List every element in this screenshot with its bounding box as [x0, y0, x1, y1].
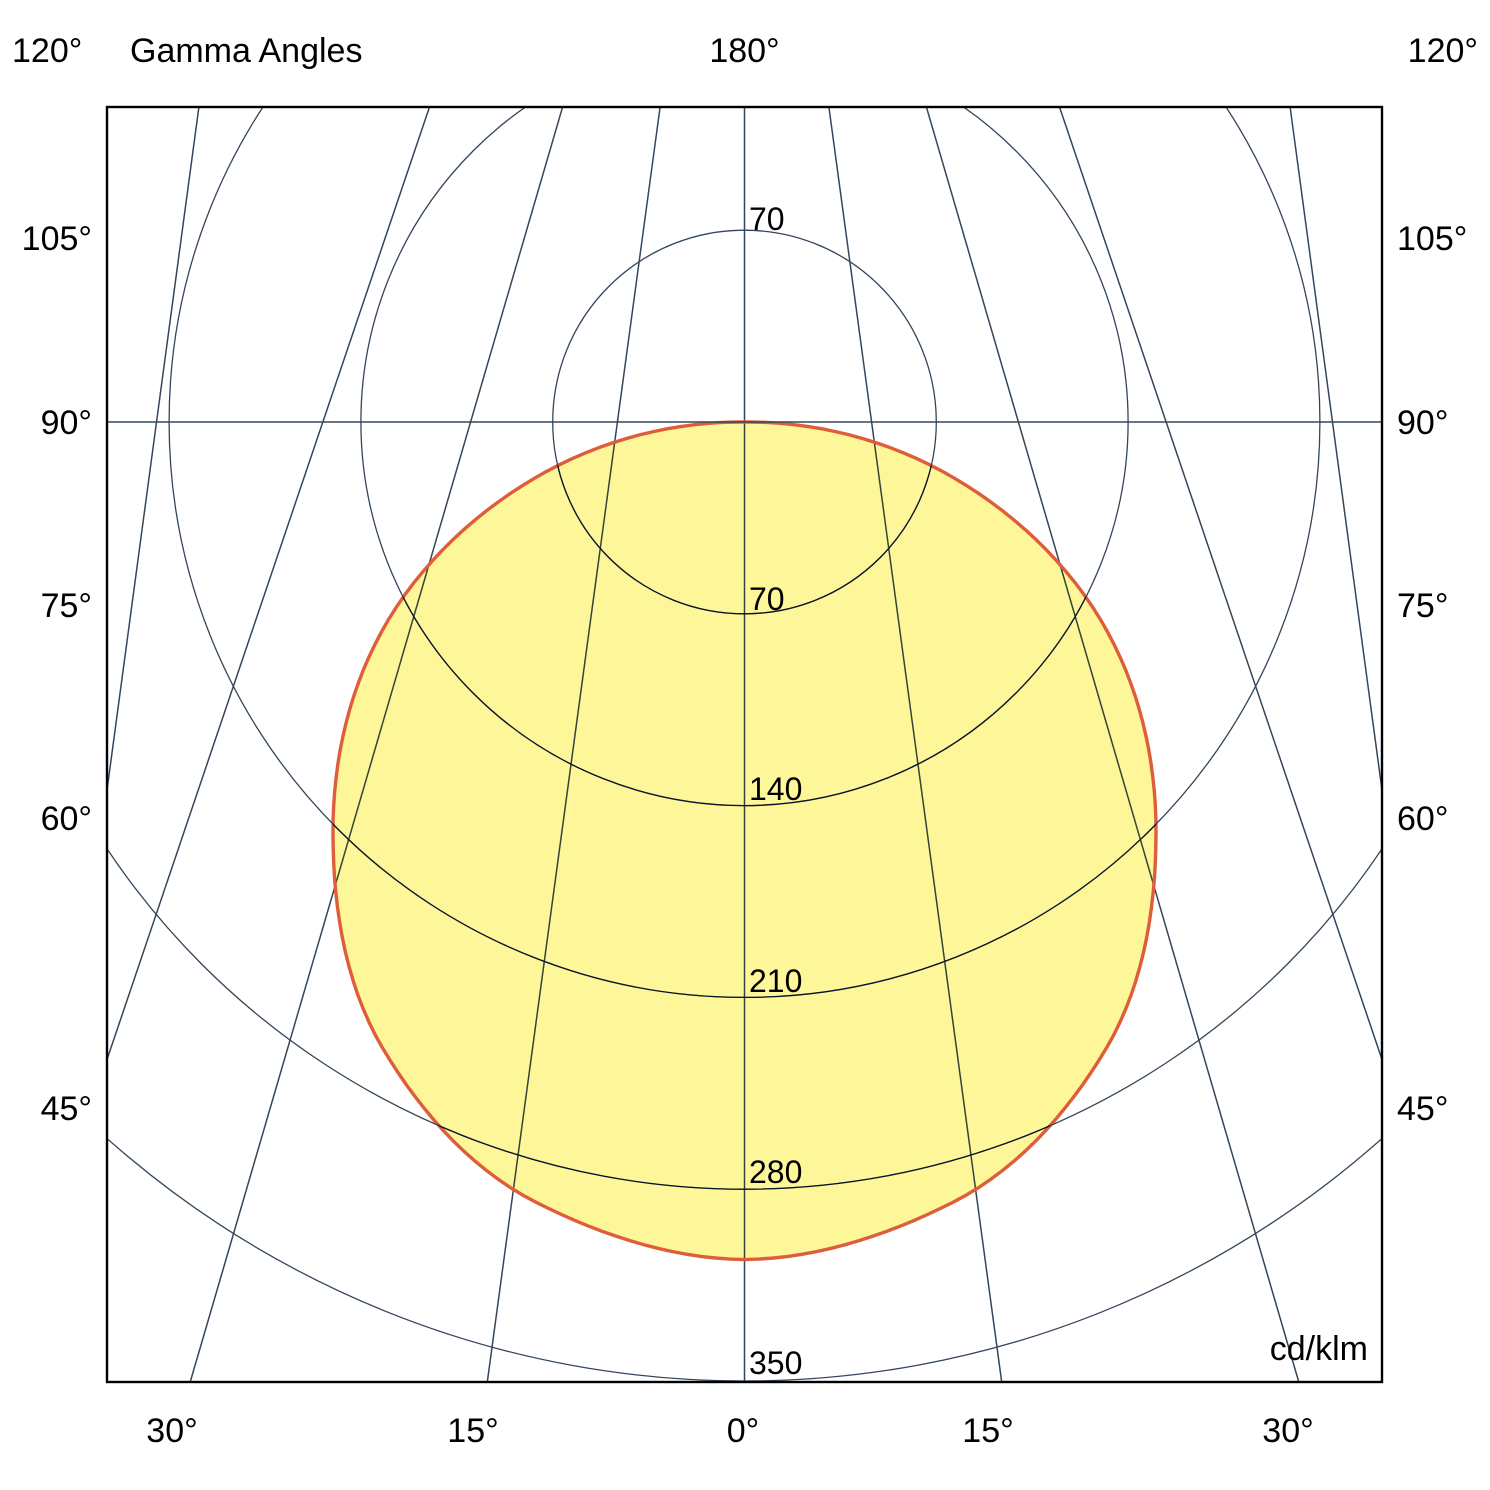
- svg-text:15°: 15°: [447, 1412, 498, 1450]
- svg-text:Gamma Angles: Gamma Angles: [130, 32, 362, 70]
- svg-text:280: 280: [749, 1154, 802, 1190]
- svg-text:70: 70: [749, 201, 785, 237]
- svg-text:120°: 120°: [12, 32, 82, 70]
- svg-text:210: 210: [749, 963, 802, 999]
- svg-text:350: 350: [749, 1345, 802, 1381]
- svg-text:45°: 45°: [41, 1090, 92, 1128]
- svg-text:cd/klm: cd/klm: [1270, 1330, 1368, 1368]
- svg-text:30°: 30°: [1262, 1412, 1313, 1450]
- svg-text:75°: 75°: [41, 587, 92, 625]
- svg-text:45°: 45°: [1397, 1090, 1448, 1128]
- svg-text:90°: 90°: [1397, 404, 1448, 442]
- svg-text:140: 140: [749, 771, 802, 807]
- svg-text:105°: 105°: [1397, 220, 1467, 258]
- svg-text:60°: 60°: [1397, 800, 1448, 838]
- svg-text:105°: 105°: [22, 220, 92, 258]
- svg-text:15°: 15°: [962, 1412, 1013, 1450]
- svg-text:60°: 60°: [41, 800, 92, 838]
- svg-text:0°: 0°: [727, 1412, 760, 1450]
- svg-text:180°: 180°: [709, 32, 779, 70]
- svg-text:120°: 120°: [1408, 32, 1478, 70]
- svg-text:30°: 30°: [146, 1412, 197, 1450]
- svg-text:70: 70: [749, 581, 785, 617]
- svg-text:90°: 90°: [41, 404, 92, 442]
- svg-text:75°: 75°: [1397, 587, 1448, 625]
